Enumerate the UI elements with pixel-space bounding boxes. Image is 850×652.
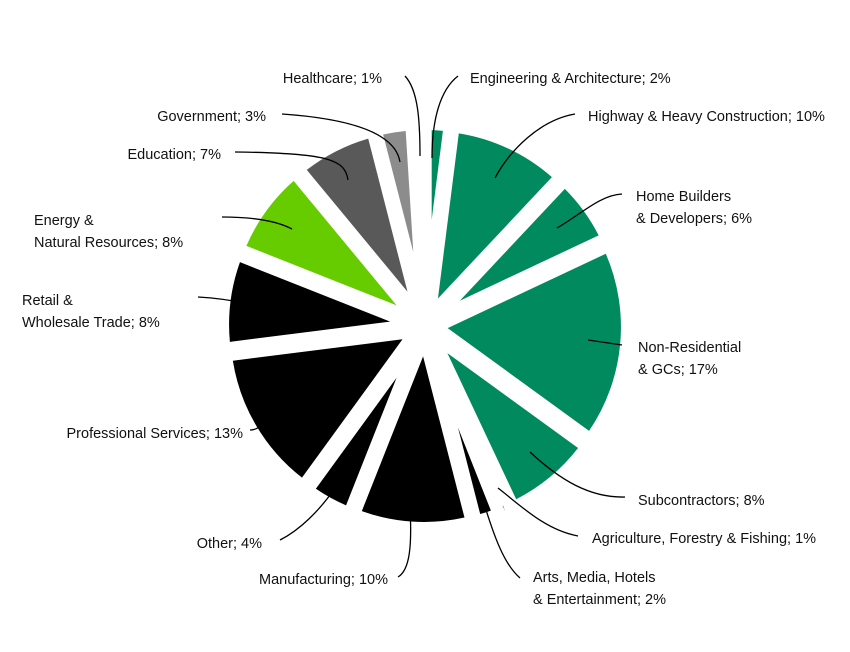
label-line: Education; 7% xyxy=(127,147,221,163)
slice-education xyxy=(306,138,408,292)
label-line: Home Builders xyxy=(636,189,731,205)
label-line: Arts, Media, Hotels xyxy=(533,570,656,586)
leader-non-residential-and-gcs xyxy=(587,339,623,346)
slice-manufacturing xyxy=(361,356,465,522)
leader-healthcare xyxy=(404,75,421,157)
leader-other xyxy=(279,487,336,541)
label-line: Energy & xyxy=(34,213,94,229)
label-line: Other; 4% xyxy=(197,536,262,552)
label-education: Education; 7% xyxy=(127,147,221,163)
label-non-residential-and-gcs: Non-Residential & GCs; 17% xyxy=(638,340,741,378)
leader-highway-and-heavy-construction xyxy=(494,113,576,179)
slice-subcontractors xyxy=(447,353,579,500)
label-healthcare: Healthcare; 1% xyxy=(283,71,382,87)
leader-arts-media-hotels-and-entertainment xyxy=(482,499,521,579)
label-line: Subcontractors; 8% xyxy=(638,493,765,509)
label-other: Other; 4% xyxy=(197,536,262,552)
label-line: Retail & xyxy=(22,293,73,309)
slice-government xyxy=(383,130,414,253)
label-line: Professional Services; 13% xyxy=(67,426,244,442)
label-highway-and-heavy-construction: Highway & Heavy Construction; 10% xyxy=(588,109,825,125)
label-manufacturing: Manufacturing; 10% xyxy=(259,572,388,588)
label-professional-services: Professional Services; 13% xyxy=(67,426,244,442)
label-home-builders-and-developers: Home Builders & Developers; 6% xyxy=(636,189,752,227)
leader-lines xyxy=(197,75,626,579)
leader-professional-services xyxy=(249,417,266,431)
leader-government xyxy=(281,113,401,163)
slice-professional-services xyxy=(232,339,403,478)
label-line: Highway & Heavy Construction; 10% xyxy=(588,109,825,125)
leader-education xyxy=(234,151,349,181)
slice-arts-media-hotels-and-entertainment xyxy=(457,427,491,515)
slice-labels: Engineering & Architecture; 2% Highway & … xyxy=(22,71,825,608)
slice-engineering-and-architecture xyxy=(431,130,443,220)
slice-retail-and-wholesale-trade xyxy=(229,262,391,342)
label-government: Government; 3% xyxy=(157,109,266,125)
label-line: Manufacturing; 10% xyxy=(259,572,388,588)
leader-retail-and-wholesale-trade xyxy=(197,296,245,304)
label-agriculture-forestry-and-fishing: Agriculture, Forestry & Fishing; 1% xyxy=(592,531,816,547)
slice-agriculture-forestry-and-fishing xyxy=(502,505,506,512)
label-retail-and-wholesale-trade: Retail & Wholesale Trade; 8% xyxy=(22,293,160,331)
leader-home-builders-and-developers xyxy=(556,193,623,229)
label-subcontractors: Subcontractors; 8% xyxy=(638,493,765,509)
label-line: Non-Residential xyxy=(638,340,741,356)
label-line: Engineering & Architecture; 2% xyxy=(470,71,671,87)
slice-home-builders-and-developers xyxy=(459,188,599,301)
leader-manufacturing xyxy=(397,507,412,578)
label-line: & Entertainment; 2% xyxy=(533,592,666,608)
leader-engineering-and-architecture xyxy=(431,75,459,159)
label-line: Agriculture, Forestry & Fishing; 1% xyxy=(592,531,816,547)
slice-non-residential-and-gcs xyxy=(447,253,621,431)
slice-other xyxy=(315,377,397,506)
slice-highway-and-heavy-construction xyxy=(437,133,552,299)
leader-energy-and-natural-resources xyxy=(221,216,293,230)
label-line: & Developers; 6% xyxy=(636,211,752,227)
label-engineering-and-architecture: Engineering & Architecture; 2% xyxy=(470,71,671,87)
label-line: Wholesale Trade; 8% xyxy=(22,315,160,331)
label-arts-media-hotels-and-entertainment: Arts, Media, Hotels & Entertainment; 2% xyxy=(533,570,666,608)
pie-slices xyxy=(229,124,621,522)
label-line: & GCs; 17% xyxy=(638,362,718,378)
leader-subcontractors xyxy=(529,451,626,498)
label-energy-and-natural-resources: Energy & Natural Resources; 8% xyxy=(34,213,183,251)
slice-energy-and-natural-resources xyxy=(246,180,397,306)
label-line: Natural Resources; 8% xyxy=(34,235,183,251)
label-line: Government; 3% xyxy=(157,109,266,125)
label-line: Healthcare; 1% xyxy=(283,71,382,87)
leader-agriculture-forestry-and-fishing xyxy=(497,487,579,537)
